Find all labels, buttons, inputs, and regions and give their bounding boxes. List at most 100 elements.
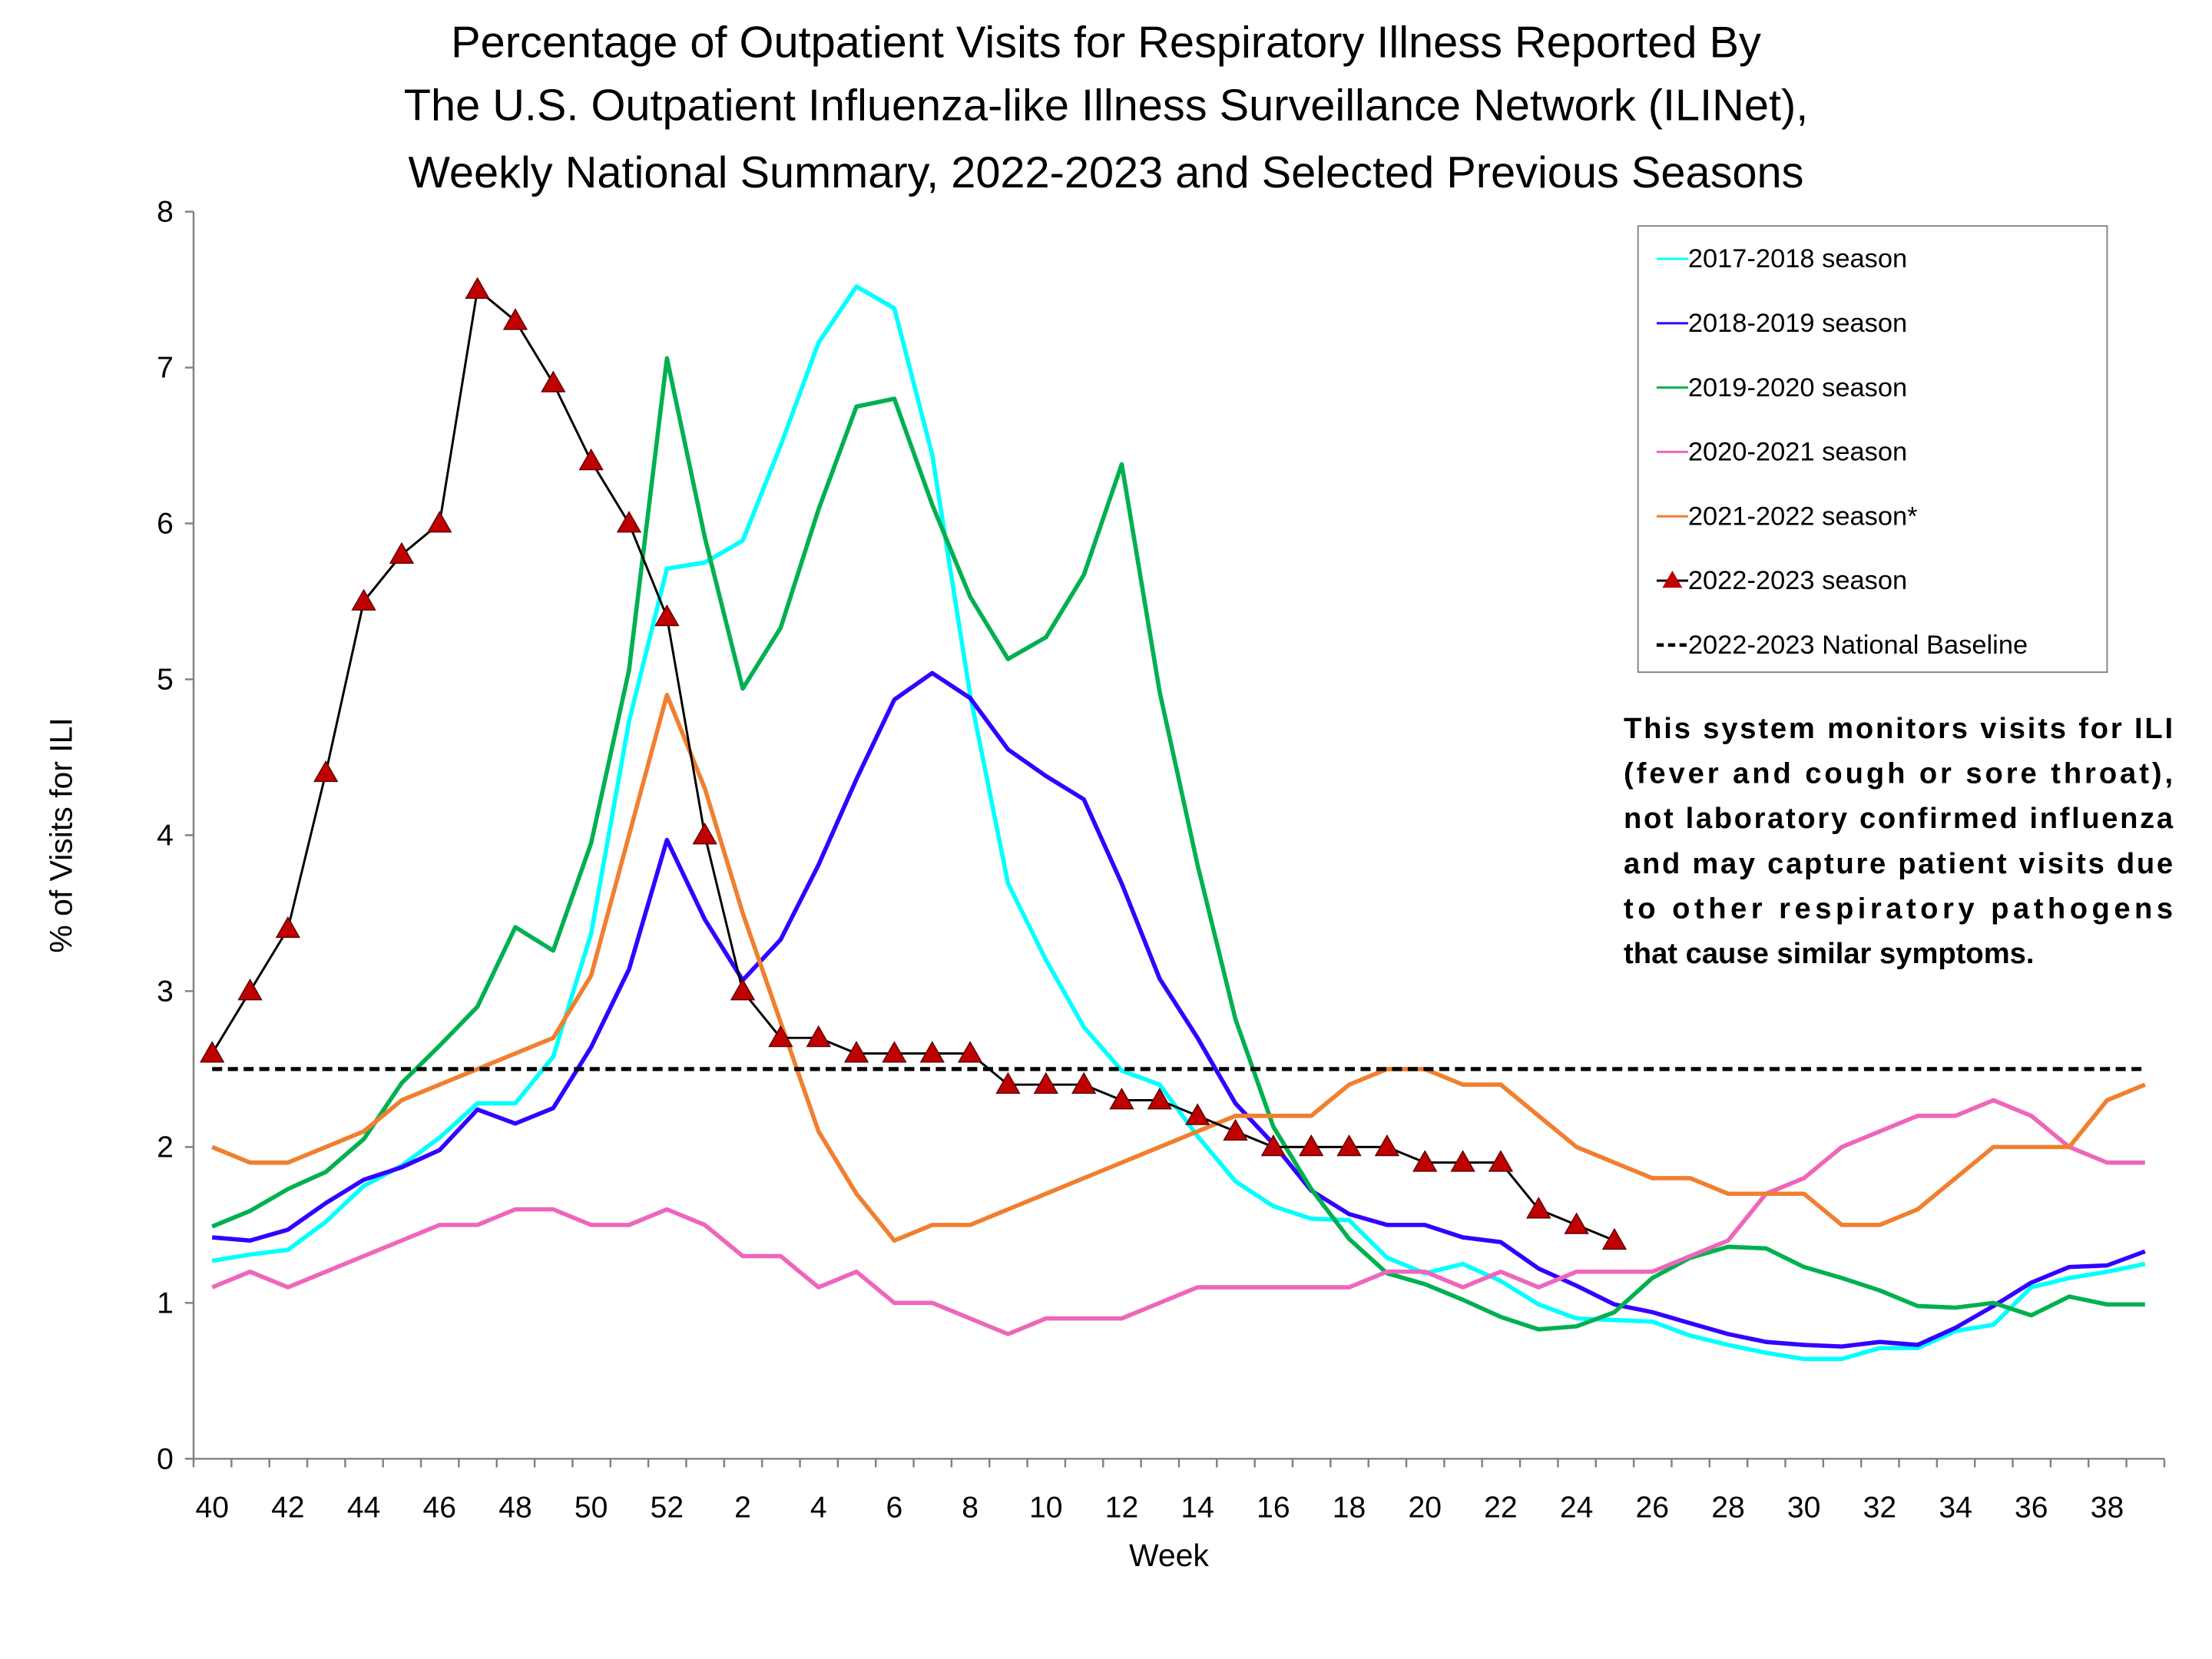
data-point-marker: [1488, 1150, 1514, 1172]
series-2021-2022-season: [211, 692, 2146, 1243]
data-point-marker: [351, 588, 376, 611]
series-layer: [200, 276, 2146, 1362]
data-point-marker: [465, 276, 490, 299]
data-point-marker: [1260, 1134, 1286, 1157]
x-tick-label: 30: [1787, 1492, 1820, 1525]
data-point-marker: [1526, 1197, 1551, 1219]
data-point-marker: [427, 511, 452, 533]
x-tick-label: 2: [734, 1492, 751, 1525]
y-tick-label: 0: [157, 1442, 174, 1475]
legend-label: 2022-2023 National Baseline: [1688, 631, 2028, 660]
x-tick-label: 22: [1484, 1492, 1517, 1525]
data-point-marker: [313, 760, 339, 783]
y-axis-label: % of Visits for ILI: [44, 717, 79, 953]
legend-label: 2020-2021 season: [1688, 438, 1907, 467]
data-point-marker: [275, 916, 301, 939]
x-tick-label: 48: [498, 1492, 531, 1525]
y-tick-label: 2: [157, 1131, 174, 1164]
data-point-marker: [1601, 1227, 1628, 1250]
data-point-marker: [1374, 1134, 1400, 1157]
legend-label: 2017-2018 season: [1688, 244, 1907, 273]
data-point-marker: [995, 1071, 1021, 1094]
x-tick-label: 8: [962, 1492, 979, 1525]
data-point-marker: [1071, 1071, 1097, 1094]
data-point-marker: [1412, 1150, 1438, 1172]
data-point-marker: [1336, 1134, 1362, 1157]
annotation-line: This system monitors visits for ILI: [1624, 712, 2173, 745]
legend-label: 2021-2022 season*: [1688, 502, 1918, 531]
x-tick-label: 40: [195, 1492, 228, 1525]
data-point-marker: [578, 448, 604, 471]
x-tick-label: 24: [1560, 1492, 1593, 1525]
data-point-marker: [200, 1041, 225, 1063]
legend-box: [1637, 225, 2108, 674]
annotation-line: (fever and cough or sore throat),: [1624, 757, 2173, 790]
x-tick-label: 50: [575, 1492, 608, 1525]
series-line-2022-2023-season: [210, 288, 1615, 1242]
legend-marker: [1662, 570, 1683, 588]
data-point-marker: [768, 1025, 793, 1048]
y-tick-label: 5: [157, 664, 174, 697]
data-point-marker: [1299, 1134, 1324, 1157]
data-point-marker: [1033, 1071, 1058, 1094]
data-point-marker: [957, 1041, 983, 1063]
title-line-3: Weekly National Summary, 2022-2023 and S…: [408, 148, 1803, 197]
x-tick-label: 18: [1333, 1492, 1366, 1525]
legend-label: 2022-2023 season: [1688, 566, 1907, 595]
x-tick-label: 12: [1105, 1492, 1138, 1525]
x-tick-label: 36: [2015, 1492, 2048, 1525]
data-point-marker: [1184, 1103, 1210, 1125]
series-line-2021-2022-season: [211, 692, 2146, 1243]
series-line-2017-2018-season: [211, 284, 2146, 1362]
data-point-marker: [616, 511, 642, 533]
x-tick-label: 16: [1257, 1492, 1290, 1525]
x-tick-label: 26: [1636, 1492, 1669, 1525]
x-tick-label: 46: [423, 1492, 456, 1525]
data-point-marker: [919, 1041, 945, 1063]
data-point-marker: [541, 370, 566, 392]
y-tick-label: 6: [157, 508, 174, 541]
legend-item: 2018-2019 season: [1656, 309, 1907, 338]
series-2018-2019-season: [211, 671, 2146, 1349]
x-tick-label: 10: [1029, 1492, 1062, 1525]
title-line-2: The U.S. Outpatient Influenza-like Illne…: [404, 81, 1809, 130]
x-tick-label: 52: [651, 1492, 684, 1525]
x-tick-label: 32: [1863, 1492, 1896, 1525]
y-tick-label: 1: [157, 1286, 174, 1320]
series-2020-2021-season: [211, 1098, 2145, 1336]
annotation-line: and may capture patient visits due: [1624, 847, 2173, 880]
x-tick-label: 34: [1939, 1492, 1972, 1525]
legend-item: 2019-2020 season: [1656, 373, 1907, 402]
data-point-marker: [502, 308, 528, 330]
data-point-marker: [1223, 1118, 1248, 1141]
x-tick-label: 14: [1181, 1492, 1214, 1525]
y-tick-label: 8: [157, 196, 174, 229]
series-line-2020-2021-season: [211, 1098, 2145, 1336]
y-tick-label: 7: [157, 352, 174, 385]
series-2019-2020-season: [211, 356, 2145, 1332]
legend: 2017-2018 season 2018-2019 season 2019-202…: [1637, 225, 2108, 674]
annotation-note: This system monitors visits for ILI (feve…: [1624, 712, 2174, 970]
data-point-marker: [692, 823, 717, 845]
data-point-marker: [1147, 1088, 1173, 1110]
legend-label: 2019-2020 season: [1688, 373, 1907, 402]
data-point-marker: [1450, 1150, 1475, 1172]
x-tick-label: 4: [810, 1492, 827, 1525]
annotation-line: that cause similar symptoms.: [1624, 937, 2034, 970]
y-tick-label: 3: [157, 975, 174, 1008]
title-line-1: Percentage of Outpatient Visits for Resp…: [451, 18, 1761, 67]
x-tick-label: 42: [271, 1492, 304, 1525]
legend-item: 2021-2022 season*: [1656, 502, 1918, 531]
series-2017-2018-season: [211, 284, 2146, 1362]
annotation-line: not laboratory confirmed influenza: [1624, 802, 2174, 835]
series-2022-2023-season: [200, 276, 1628, 1250]
legend-item: 2022-2023 season: [1656, 566, 1907, 595]
legend-item: 2022-2023 National Baseline: [1656, 631, 2028, 660]
legend-item: 2017-2018 season: [1656, 244, 1907, 273]
data-point-marker: [882, 1041, 907, 1063]
series-line-2019-2020-season: [211, 356, 2145, 1332]
data-point-marker: [654, 604, 680, 627]
x-axis-label: Week: [1129, 1538, 1209, 1573]
